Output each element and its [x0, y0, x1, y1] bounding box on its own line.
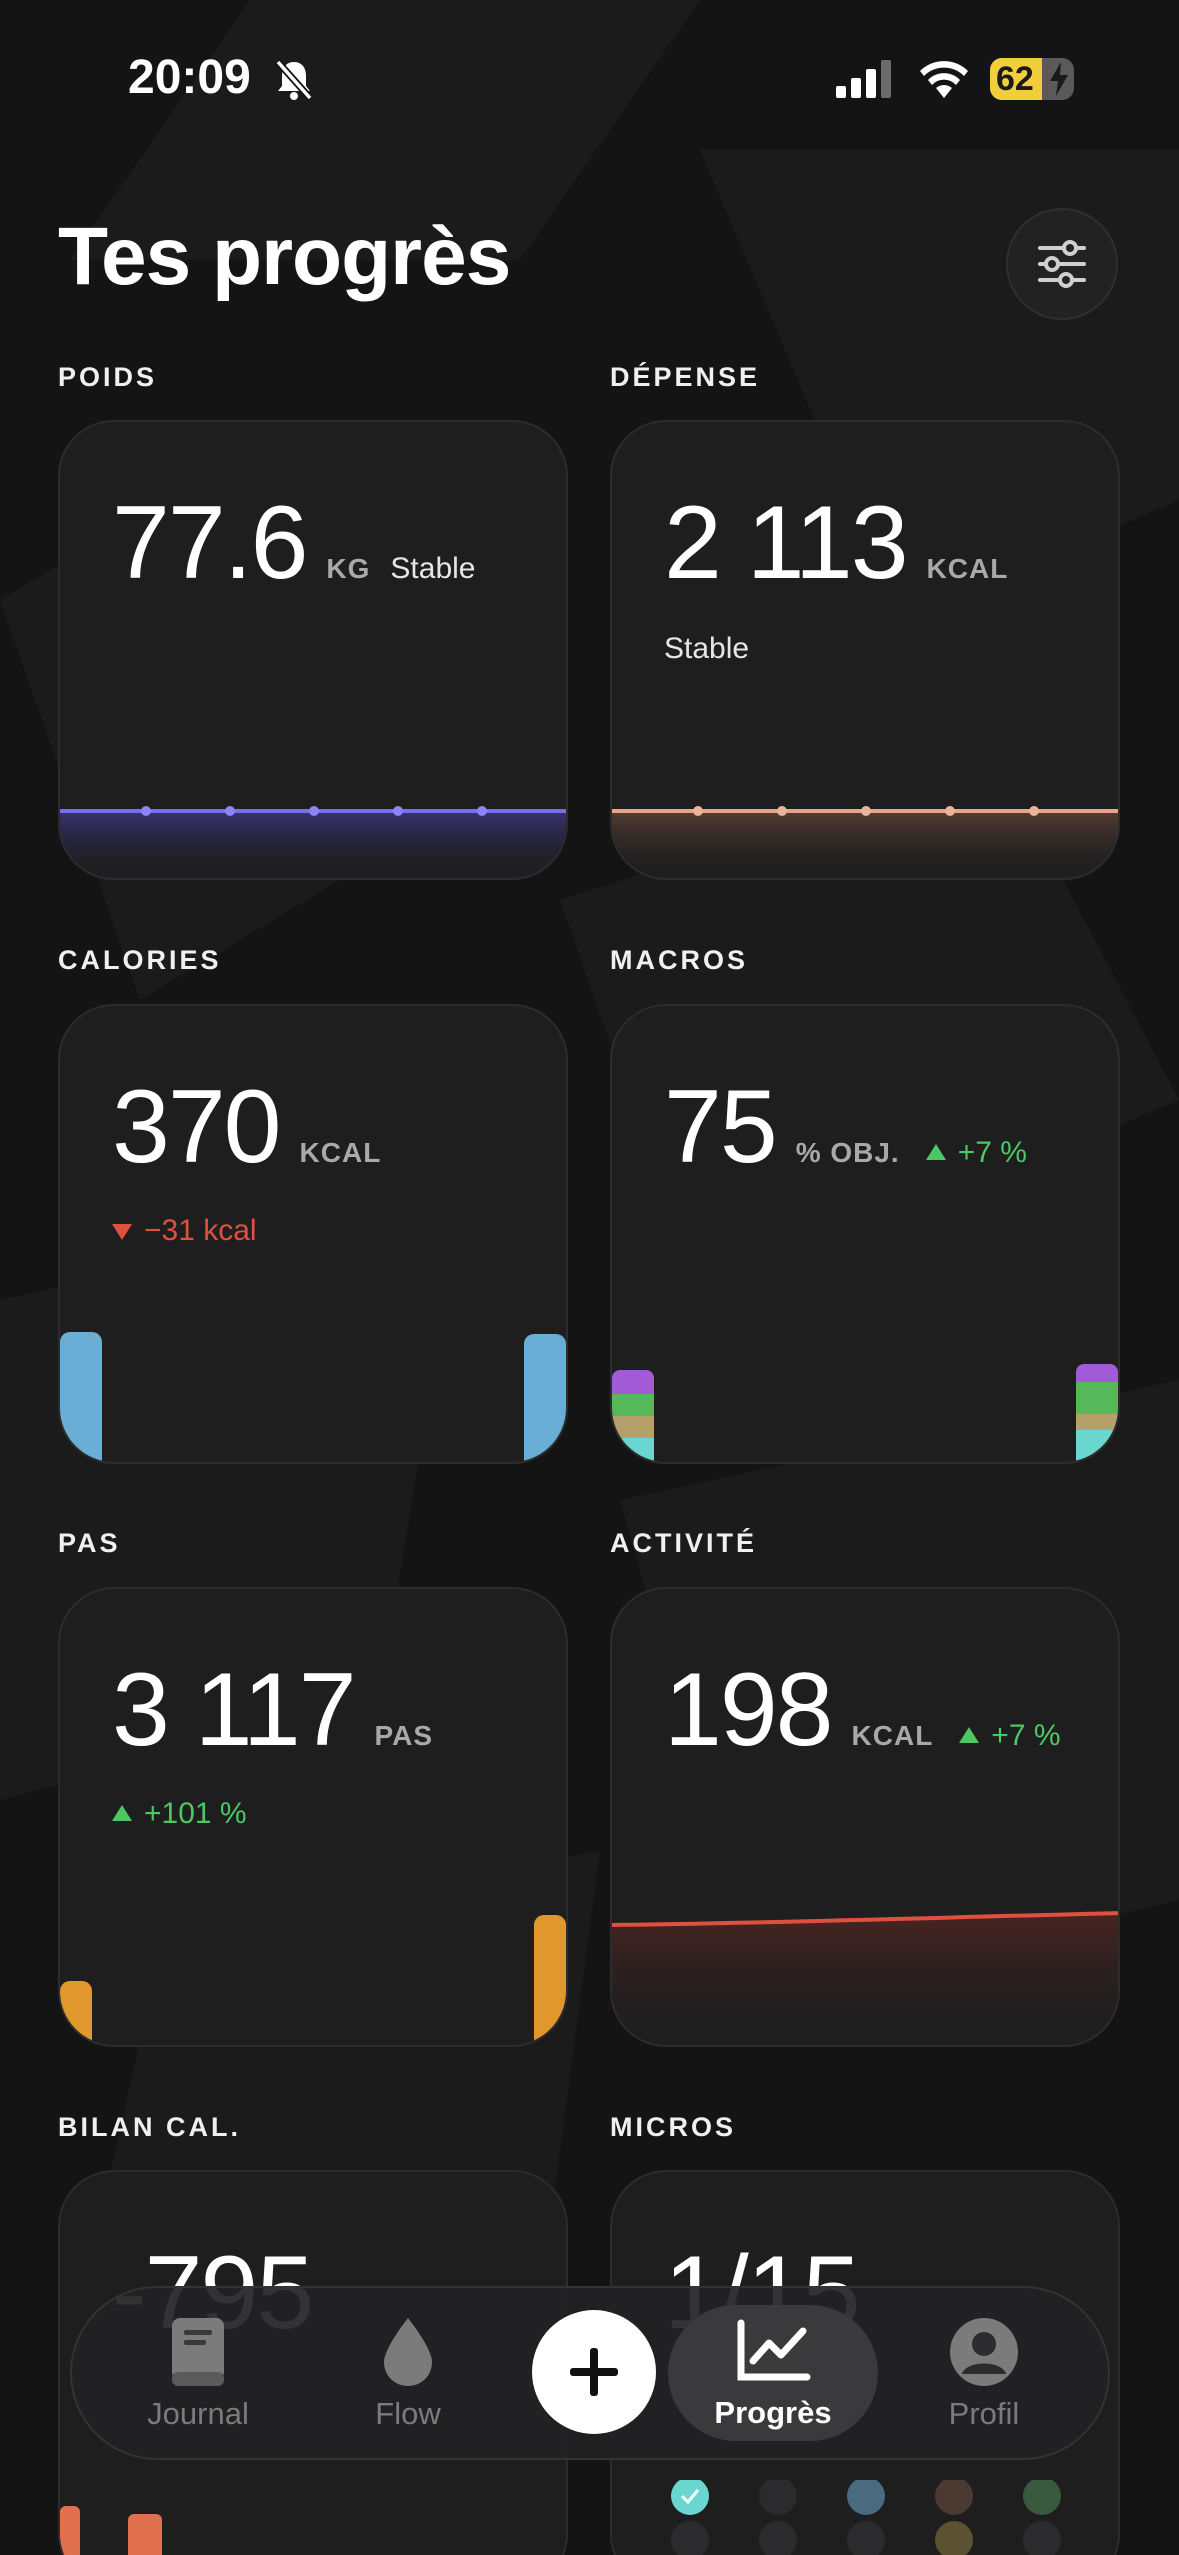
balance-label: BILAN CAL. [58, 2112, 241, 2142]
tab-progres-label: Progrès [714, 2395, 832, 2430]
add-button[interactable] [532, 2310, 656, 2434]
calories-unit: KCAL [299, 1137, 382, 1168]
balance-bar-second [128, 2514, 162, 2555]
person-icon [950, 2318, 1018, 2386]
tab-profil-label: Profil [948, 2396, 1020, 2431]
calories-delta: −31 kcal [112, 1214, 257, 1248]
tab-progres[interactable]: Progrès [668, 2305, 878, 2441]
page-title: Tes progrès [58, 211, 511, 302]
weight-value-row: 77.6 KG Stable [112, 484, 476, 603]
expense-unit: KCAL [926, 553, 1009, 584]
micros-dots [671, 2480, 1061, 2555]
expense-chart [612, 806, 1118, 878]
chart-icon [737, 2319, 811, 2381]
calories-bar-last [524, 1334, 566, 1462]
calories-label: CALORIES [58, 945, 222, 975]
steps-value-row: 3 117 PAS [112, 1651, 433, 1770]
macros-delta: +7 % [926, 1136, 1027, 1170]
sliders-icon [1038, 240, 1086, 288]
book-icon [172, 2318, 224, 2386]
macros-value-row: 75 % OBJ. +7 % [664, 1068, 1027, 1187]
depense-label: DÉPENSE [610, 362, 761, 392]
steps-card[interactable]: 3 117 PAS +101 % [58, 1587, 568, 2047]
bell-muted-icon [275, 59, 313, 101]
macros-unit: % OBJ. [795, 1137, 900, 1168]
tab-bar: Journal Flow Progrès Profil [70, 2286, 1110, 2460]
calories-value-row: 370 KCAL [112, 1068, 381, 1187]
tab-flow[interactable]: Flow [308, 2288, 508, 2458]
activity-delta: +7 % [959, 1719, 1060, 1753]
calories-card[interactable]: 370 KCAL −31 kcal [58, 1004, 568, 1464]
tab-profil[interactable]: Profil [884, 2288, 1084, 2458]
activity-chart [612, 1911, 1118, 2045]
macros-bar-last [1076, 1364, 1118, 1462]
expense-value: 2 113 [664, 485, 909, 601]
macros-value: 75 [664, 1069, 778, 1185]
macros-bar-first [612, 1370, 654, 1462]
filter-button[interactable] [1006, 208, 1118, 320]
weight-chart [60, 806, 566, 878]
expense-status: Stable [664, 632, 750, 665]
steps-delta: +101 % [112, 1797, 247, 1831]
steps-bar-first [60, 1981, 92, 2045]
battery-indicator: 62 [990, 58, 1074, 100]
activity-unit: KCAL [851, 1720, 934, 1751]
tab-journal-label: Journal [147, 2396, 249, 2431]
tab-flow-label: Flow [375, 2396, 441, 2431]
weight-status: Stable [390, 552, 476, 585]
activity-card[interactable]: 198 KCAL +7 % [610, 1587, 1120, 2047]
weight-unit: KG [326, 553, 371, 584]
steps-label: PAS [58, 1528, 121, 1558]
weight-value: 77.6 [112, 485, 308, 601]
steps-value: 3 117 [112, 1652, 357, 1768]
poids-label: POIDS [58, 362, 158, 392]
wifi-icon [920, 61, 968, 98]
page-header: Tes progrès [58, 210, 511, 304]
calories-bar-first [60, 1332, 102, 1462]
steps-unit: PAS [374, 1720, 434, 1751]
weight-card[interactable]: 77.6 KG Stable [58, 420, 568, 880]
status-bar: 20:09 62 [0, 0, 1179, 160]
activity-value-row: 198 KCAL +7 % [664, 1651, 1061, 1770]
signal-icon [836, 60, 891, 98]
activity-label: ACTIVITÉ [610, 1528, 758, 1558]
activity-value: 198 [664, 1652, 834, 1768]
charging-bolt-icon [1050, 62, 1068, 96]
status-time: 20:09 [128, 51, 251, 104]
battery-level: 62 [996, 60, 1034, 98]
balance-bar-first [60, 2506, 80, 2555]
drop-icon [384, 2318, 432, 2386]
micros-label: MICROS [610, 2112, 736, 2142]
expense-value-row: 2 113 KCAL [664, 484, 1008, 603]
calories-value: 370 [112, 1069, 282, 1185]
macros-card[interactable]: 75 % OBJ. +7 % [610, 1004, 1120, 1464]
expense-card[interactable]: 2 113 KCAL Stable [610, 420, 1120, 880]
macros-label: MACROS [610, 945, 748, 975]
tab-journal[interactable]: Journal [98, 2288, 298, 2458]
steps-bar-last [534, 1915, 566, 2045]
plus-icon [570, 2348, 618, 2396]
